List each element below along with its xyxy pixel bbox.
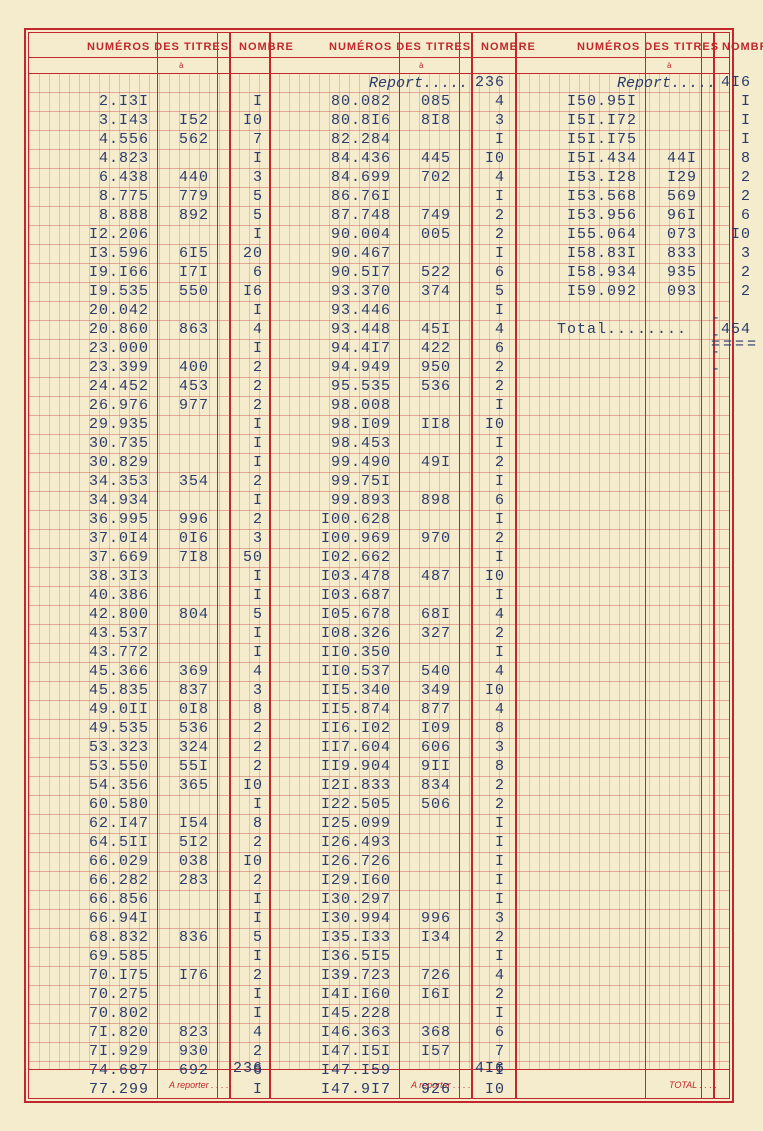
header-nombre-2: NOMBRE	[481, 41, 536, 53]
nombre: I	[29, 511, 505, 528]
header-nombre-3: NOMBRE	[722, 41, 763, 53]
header-numeros-2: NUMÉROS DES TITRES	[329, 41, 471, 53]
nombre: I	[29, 93, 751, 110]
nombre: 4	[29, 967, 505, 984]
nombre: 8	[29, 720, 505, 737]
nombre: I	[29, 872, 505, 889]
header-numeros-1: NUMÉROS DES TITRES	[87, 41, 229, 53]
outer-frame: NUMÉROS DES TITRES NOMBRE NUMÉROS DES TI…	[24, 28, 734, 1103]
nombre: 2	[29, 378, 505, 395]
header-rule-1	[29, 57, 729, 58]
header-nombre-1: NOMBRE	[239, 41, 294, 53]
nombre: 2	[29, 188, 751, 205]
nombre: 4	[29, 606, 505, 623]
nombre: 2	[29, 264, 751, 281]
nombre: I	[29, 397, 505, 414]
inner-frame: NUMÉROS DES TITRES NOMBRE NUMÉROS DES TI…	[28, 32, 730, 1099]
nombre: 2	[29, 777, 505, 794]
nombre: I	[29, 948, 505, 965]
nombre: 2	[29, 625, 505, 642]
nombre: 2	[29, 530, 505, 547]
nombre: I	[29, 302, 505, 319]
nombre: 2	[29, 796, 505, 813]
nombre: I	[29, 644, 505, 661]
nombre: I	[29, 473, 505, 490]
total-double-rule: ====	[711, 336, 759, 353]
grand-total: 454	[29, 321, 751, 338]
nombre: 2	[29, 986, 505, 1003]
nombre: 8	[29, 758, 505, 775]
sub-a-1: à	[179, 61, 183, 70]
nombre: 2	[29, 929, 505, 946]
nombre: I0	[29, 682, 505, 699]
nombre: I	[29, 853, 505, 870]
nombre: 2	[29, 283, 751, 300]
nombre: 8	[29, 150, 751, 167]
nombre: 2	[29, 359, 505, 376]
nombre: I	[29, 435, 505, 452]
footer-total-2: 4I6	[29, 1060, 505, 1077]
nombre: I	[29, 131, 751, 148]
nombre: 4	[29, 663, 505, 680]
sub-a-3: à	[667, 61, 671, 70]
nombre: I	[29, 815, 505, 832]
nombre: I0	[29, 568, 505, 585]
nombre: I0	[29, 226, 751, 243]
nombre: I	[29, 587, 505, 604]
nombre: 3	[29, 910, 505, 927]
nombre: I0	[29, 1081, 505, 1098]
nombre: I0	[29, 416, 505, 433]
nombre: 6	[29, 207, 751, 224]
sub-a-2: à	[419, 61, 423, 70]
nombre: 6	[29, 1024, 505, 1041]
header-numeros-3: NUMÉROS DES TITRES	[577, 41, 719, 53]
nombre: 3	[29, 739, 505, 756]
nombre: 2	[29, 454, 505, 471]
nombre: I	[29, 834, 505, 851]
nombre: 6	[29, 492, 505, 509]
nombre: 4	[29, 701, 505, 718]
nombre: I	[29, 891, 505, 908]
nombre: 2	[29, 169, 751, 186]
report-value-2: 4I6	[29, 74, 751, 91]
nombre: I	[29, 1005, 505, 1022]
nombre: I	[29, 549, 505, 566]
nombre: 3	[29, 245, 751, 262]
footer-total-label: TOTAL . . . .	[669, 1080, 717, 1090]
nombre: I	[29, 112, 751, 129]
nombre: 6	[29, 340, 505, 357]
nombre: 7	[29, 1043, 505, 1060]
